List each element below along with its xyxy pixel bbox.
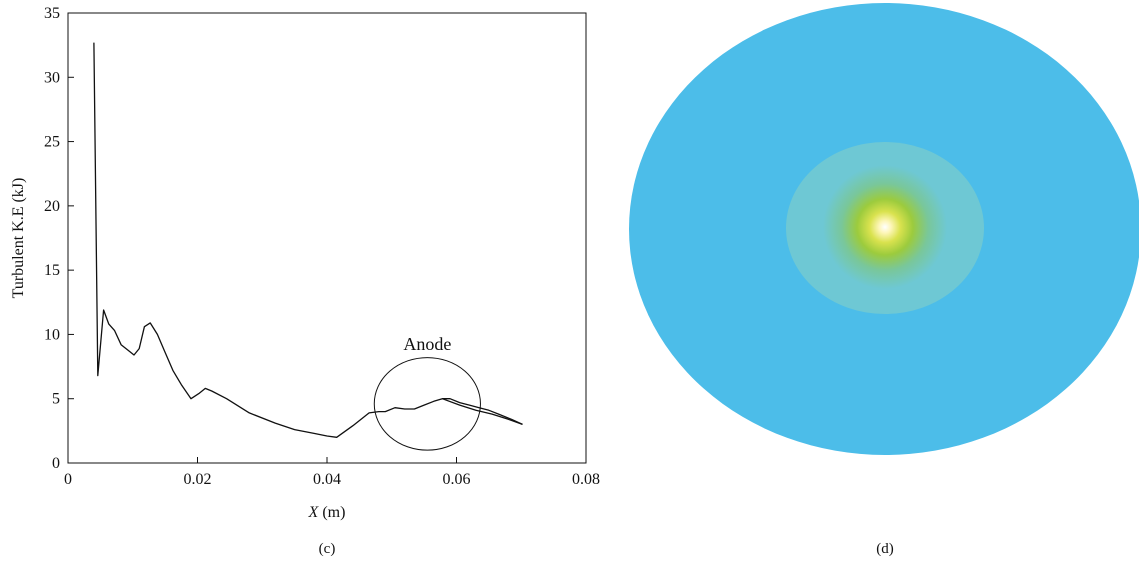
y-tick-label: 35 [44, 5, 60, 22]
annotation-layer: Anode [373, 334, 481, 451]
y-tick-label: 25 [44, 134, 60, 151]
y-tick-label: 10 [44, 326, 60, 343]
y-tick-label: 5 [52, 391, 60, 408]
series-line-1 [93, 42, 523, 438]
anode-circle [373, 357, 481, 451]
anode-label: Anode [403, 334, 451, 354]
y-tick-label: 20 [44, 198, 60, 215]
x-tick-label: 0.08 [572, 471, 600, 488]
y-tick-label: 30 [44, 69, 60, 86]
panel-label-c: (c) [319, 541, 336, 557]
x-tick-label: 0.04 [313, 471, 341, 488]
series-layer [93, 42, 523, 438]
x-tick-label: 0 [64, 471, 72, 488]
x-tick-label: 0.02 [184, 471, 212, 488]
y-axis-label: Turbulent K.E (kJ) [10, 178, 27, 299]
series-line-2 [442, 398, 523, 426]
plot-frame [67, 12, 587, 464]
x-tick-label: 0.06 [443, 471, 471, 488]
y-tick-label: 15 [44, 262, 60, 279]
line-chart-panel: 0 0.02 0.04 0.06 0.08 0 5 10 15 20 25 30 35 Anode X… [10, 5, 600, 557]
y-tick-label: 0 [52, 455, 60, 472]
x-axis: 0 0.02 0.04 0.06 0.08 [64, 457, 600, 488]
panel-label-d: (d) [876, 541, 894, 557]
x-axis-label: X (m) [308, 504, 346, 521]
contour-panel: (d) [629, 3, 1139, 557]
y-axis: 0 5 10 15 20 25 30 35 [44, 5, 74, 472]
hot-spot [823, 165, 947, 289]
